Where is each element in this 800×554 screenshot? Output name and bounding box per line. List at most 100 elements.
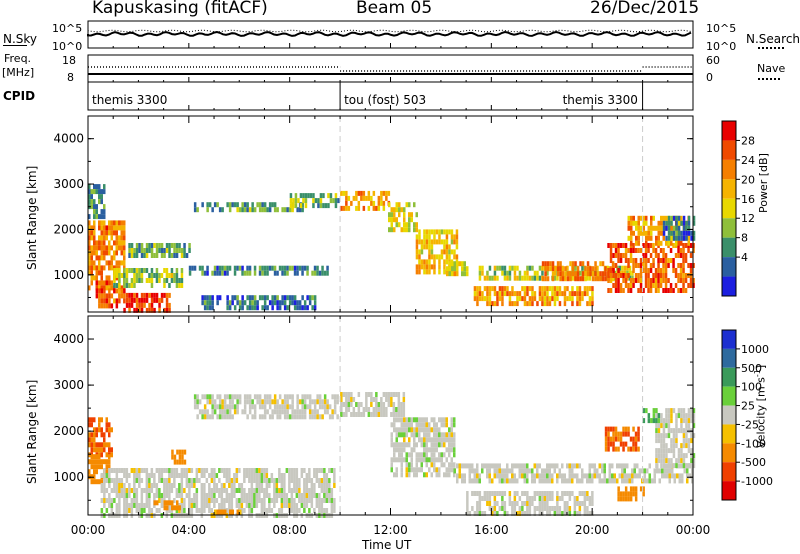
velocity-colorbar-swatch [722, 367, 736, 387]
power-ytick-label: 3000 [53, 177, 84, 191]
power-data-region [388, 202, 418, 233]
velocity-colorbar-tick-label: 100 [741, 381, 762, 394]
velocity-colorbar-swatch [722, 443, 736, 463]
noise-left-tick-bottom: 10^0 [52, 40, 83, 53]
velocity-colorbar-swatch [722, 424, 736, 444]
velocity-ytick-label: 4000 [53, 332, 84, 346]
nsearch-trace [87, 29, 693, 33]
xtick-label: 04:00 [172, 523, 207, 537]
velocity-data-region [642, 408, 661, 424]
noise-right-tick-bottom: 10^0 [706, 40, 737, 53]
power-data-region [662, 215, 696, 241]
power-colorbar-swatch [722, 179, 736, 199]
power-data-region [188, 265, 329, 276]
date-title: 26/Dec/2015 [590, 0, 700, 18]
velocity-colorbar-swatch [722, 462, 736, 482]
nsearch-label: N.Search [746, 32, 800, 46]
nsky-legend-line [3, 45, 27, 46]
power-data-region [473, 286, 594, 307]
velocity-colorbar-swatch [722, 481, 736, 500]
power-ytick-label: 2000 [53, 222, 84, 236]
power-colorbar-swatch [722, 276, 736, 296]
power-ytick-label: 1000 [53, 268, 84, 282]
power-colorbar-swatch [722, 237, 736, 258]
power-data-region [446, 261, 469, 277]
velocity-colorbar-tick-label: 1000 [741, 343, 769, 356]
freq-label: Freq. [4, 52, 32, 65]
power-colorbar-swatch [722, 218, 736, 238]
cpid-segment-label: tou (fost) 503 [344, 93, 426, 107]
velocity-colorbar-tick-label: -25 [741, 418, 759, 431]
beam-title: Beam 05 [356, 0, 433, 18]
freq-left-tick-bottom: 8 [67, 71, 74, 84]
power-data-region [289, 193, 340, 209]
xtick-label: 16:00 [474, 523, 509, 537]
velocity-colorbar-swatch [722, 386, 736, 406]
power-data-region [607, 243, 695, 293]
power-data-region [193, 202, 304, 213]
power-data-region [541, 261, 615, 282]
velocity-data-region [340, 392, 406, 417]
freq-left-tick-top: 18 [62, 54, 76, 67]
freq-unit-label: [MHz] [2, 66, 35, 79]
power-colorbar-swatch [722, 159, 736, 180]
velocity-colorbar-swatch [722, 348, 736, 368]
power-colorbar-swatch [722, 140, 736, 160]
xtick-label: 00:00 [676, 523, 711, 537]
power-colorbar-tick-label: 20 [741, 173, 755, 186]
power-data-region [340, 190, 391, 211]
velocity-data-region [617, 486, 645, 502]
velocity-data-region [88, 417, 113, 458]
cpid-label: CPID [3, 89, 36, 103]
nsky-trace [87, 30, 692, 37]
power-colorbar-tick-label: 12 [741, 212, 755, 225]
velocity-data-region [214, 509, 242, 515]
nsky-label: N.Sky [3, 32, 38, 46]
power-colorbar-tick-label: 16 [741, 193, 755, 206]
xlabel: Time UT [362, 538, 412, 552]
velocity-data-region [466, 491, 594, 516]
velocity-colorbar-tick-label: -500 [741, 456, 766, 469]
power-colorbar-frame [721, 120, 737, 297]
xtick-label: 12:00 [373, 523, 408, 537]
velocity-ytick-label: 3000 [53, 378, 84, 392]
nave-legend-line [758, 78, 780, 80]
power-data-region [113, 268, 184, 288]
velocity-data-region [453, 463, 694, 484]
noise-left-tick-top: 10^5 [52, 22, 83, 35]
nave-label: Nave [757, 62, 786, 75]
velocity-colorbar-tick-label: 25 [741, 400, 755, 413]
velocity-data-region [604, 426, 640, 452]
power-data-region [95, 288, 126, 309]
velocity-colorbar-tick-label: -100 [741, 437, 766, 450]
velocity-data-region [655, 408, 696, 469]
xtick-label: 08:00 [272, 523, 307, 537]
power-colorbar-tick-label: 28 [741, 134, 755, 147]
xtick-label: 00:00 [71, 523, 106, 537]
nsearch-legend-line [758, 47, 784, 49]
power-colorbar-swatch [722, 121, 736, 141]
velocity-data-region [100, 468, 336, 518]
power-colorbar-swatch [722, 257, 736, 277]
velocity-colorbar-swatch [722, 330, 736, 349]
station-title: Kapuskasing (fitACF) [92, 0, 268, 18]
freq-right-tick-bottom: 0 [706, 71, 713, 84]
power-colorbar-swatch [722, 198, 736, 219]
freq-right-tick-top: 60 [706, 54, 720, 67]
power-colorbar-tick-label: 8 [741, 232, 748, 245]
power-data-region [128, 243, 191, 258]
velocity-colorbar-swatch [722, 405, 736, 425]
velocity-data-region [153, 500, 181, 511]
velocity-colorbar-tick-label: -1000 [741, 475, 773, 488]
velocity-colorbar-frame [721, 329, 737, 501]
velocity-colorbar-tick-label: 500 [741, 362, 762, 375]
power-data-region [415, 229, 459, 275]
velocity-data-region [193, 394, 339, 420]
cpid-segment-label: themis 3300 [92, 93, 167, 107]
noise-right-tick-top: 10^5 [706, 22, 737, 35]
cpid-segment-label: themis 3300 [563, 93, 638, 107]
power-data-region [201, 295, 317, 311]
power-colorbar-tick-label: 4 [741, 251, 748, 264]
power-ytick-label: 4000 [53, 132, 84, 146]
